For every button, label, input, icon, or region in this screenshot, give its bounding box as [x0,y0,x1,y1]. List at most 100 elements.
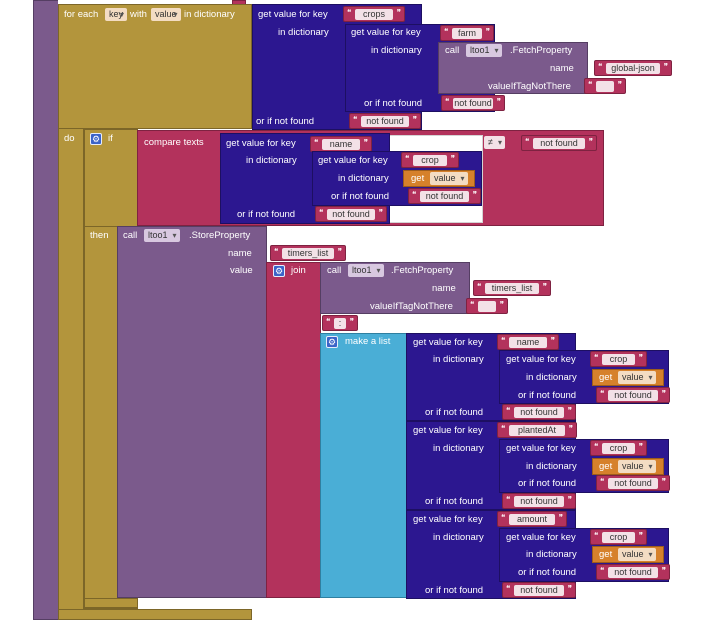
key-plantedat[interactable]: ❝ plantedAt ❞ [497,422,577,438]
call-label-1: call [445,45,460,56]
gv-label-list-1: get value for key [413,337,483,348]
key-amount[interactable]: ❝ amount ❞ [497,511,567,527]
not-found-crop-2[interactable]: ❝ not found ❞ [596,475,670,491]
if-mutator-gear-icon[interactable]: ⚙ [90,133,102,145]
get-value-dropdown-2[interactable]: value [618,371,656,384]
gv-in-dictionary-4: in dictionary [338,173,389,184]
empty-text-1[interactable]: ❝ ❞ [584,78,626,94]
for-each-in-dictionary-label: in dictionary [184,9,235,20]
gv-label-crop-3: get value for key [506,532,576,543]
gv-or-if-not-found-5: or if not found [425,407,484,418]
do-label: do [64,133,75,144]
not-found-crop-3[interactable]: ❝ not found ❞ [596,564,670,580]
key-global-json[interactable]: ❝ global-json ❞ [594,60,672,76]
get-label-4: get [599,549,613,560]
if-then-rail [84,226,118,606]
call-label-store: call [123,230,138,241]
gv-or-if-not-found-2: or if not found [364,98,423,109]
gv-in-dictionary-8: in dictionary [526,461,577,472]
not-found-list-2[interactable]: ❝ not found ❞ [502,493,576,509]
compare-operator-dropdown[interactable]: ≠ [484,136,505,149]
value-if-label-2: valueIfTagNotThere [370,301,453,312]
gv-or-if-not-found-1: or if not found [256,116,315,127]
join-block[interactable] [266,262,321,598]
make-list-mutator-gear-icon[interactable]: ⚙ [326,336,338,348]
key-timers-list-2[interactable]: ❝ timers_list ❞ [473,280,551,296]
join-mutator-gear-icon[interactable]: ⚙ [273,265,285,277]
get-value-dropdown-3[interactable]: value [618,460,656,473]
gv-or-if-not-found-10: or if not found [518,567,577,578]
not-found-name-1[interactable]: ❝ not found ❞ [315,206,387,222]
fetch-label-1: .FetchProperty [510,45,573,56]
make-a-list-label: make a list [345,336,391,347]
for-each-bottom [58,609,252,620]
then-label: then [90,230,109,241]
fetch-property-join[interactable] [320,262,470,314]
gv-in-dictionary-1: in dictionary [278,27,329,38]
for-each-do-rail [58,128,84,614]
component-dropdown-2[interactable]: ltoo1 [348,264,384,277]
colon-text[interactable]: ❝: ❞ [322,315,358,331]
key-farm[interactable]: ❝ farm ❞ [440,25,494,41]
not-found-list-3[interactable]: ❝ not found ❞ [502,582,576,598]
gv-in-dictionary-9: in dictionary [433,532,484,543]
not-found-farm[interactable]: ❝ not found ❞ [441,95,505,111]
key-crop-4[interactable]: ❝ crop ❞ [590,529,647,545]
for-each-value-var[interactable]: value [151,8,181,21]
get-value-dropdown-4[interactable]: value [618,548,656,561]
not-found-crop-1[interactable]: ❝ not found ❞ [596,387,670,403]
gv-in-dictionary-3: in dictionary [246,155,297,166]
key-name-1[interactable]: ❝ name ❞ [310,136,372,152]
not-found-list-1[interactable]: ❝ not found ❞ [502,404,576,420]
key-timers-list-1[interactable]: ❝ timers_list ❞ [270,245,346,261]
store-label: .StoreProperty [189,230,251,241]
store-value-label: value [230,265,253,276]
gv-in-dictionary-2: in dictionary [371,45,422,56]
gv-label-crop-compare: get value for key [318,155,388,166]
gv-or-if-not-found-7: or if not found [425,496,484,507]
gv-or-if-not-found-4: or if not found [331,191,390,202]
fetch-label-2: .FetchProperty [391,265,454,276]
not-found-compare[interactable]: ❝ not found ❞ [521,135,597,151]
value-if-label-1: valueIfTagNotThere [488,81,571,92]
gv-label-crop-1: get value for key [506,354,576,365]
store-name-label: name [228,248,252,259]
get-label-1: get [411,173,425,184]
gv-label-list-3: get value for key [413,514,483,525]
if-label: if [108,133,113,144]
component-dropdown-store[interactable]: ltoo1 [144,229,180,242]
get-value-dropdown-1[interactable]: value [430,172,468,185]
key-crops[interactable]: ❝ crops ❞ [343,6,405,22]
gv-or-if-not-found-6: or if not found [518,390,577,401]
name-label-2: name [432,283,456,294]
outer-event-block [33,0,58,620]
key-name-2[interactable]: ❝ name ❞ [497,334,559,350]
component-dropdown-1[interactable]: ltoo1 [466,44,502,57]
gv-in-dictionary-6: in dictionary [526,372,577,383]
gv-in-dictionary-7: in dictionary [433,443,484,454]
call-label-2: call [327,265,342,276]
key-crop-1[interactable]: ❝ crop ❞ [401,152,459,168]
store-property-block[interactable] [117,226,267,598]
make-a-list-block[interactable] [320,333,408,598]
fetch-property-top[interactable] [438,42,588,94]
gv-label-farm: get value for key [351,27,421,38]
gv-in-dictionary-5: in dictionary [433,354,484,365]
key-crop-3[interactable]: ❝ crop ❞ [590,440,647,456]
empty-text-2[interactable]: ❝ ❞ [466,298,508,314]
if-bottom [84,598,138,608]
compare-texts-label: compare texts [144,137,204,148]
key-crop-2[interactable]: ❝ crop ❞ [590,351,647,367]
get-label-2: get [599,372,613,383]
gv-label-crops: get value for key [258,9,328,20]
name-label-1: name [550,63,574,74]
gv-label-name: get value for key [226,138,296,149]
not-found-crop-compare[interactable]: ❝ not found ❞ [408,188,481,204]
for-each-key-var[interactable]: key [105,8,128,21]
gv-or-if-not-found-3: or if not found [237,209,296,220]
for-each-block[interactable] [58,4,252,129]
for-each-with-label: with [130,9,147,20]
not-found-crops[interactable]: ❝ not found ❞ [349,113,421,129]
gv-or-if-not-found-9: or if not found [425,585,484,596]
gv-in-dictionary-10: in dictionary [526,549,577,560]
